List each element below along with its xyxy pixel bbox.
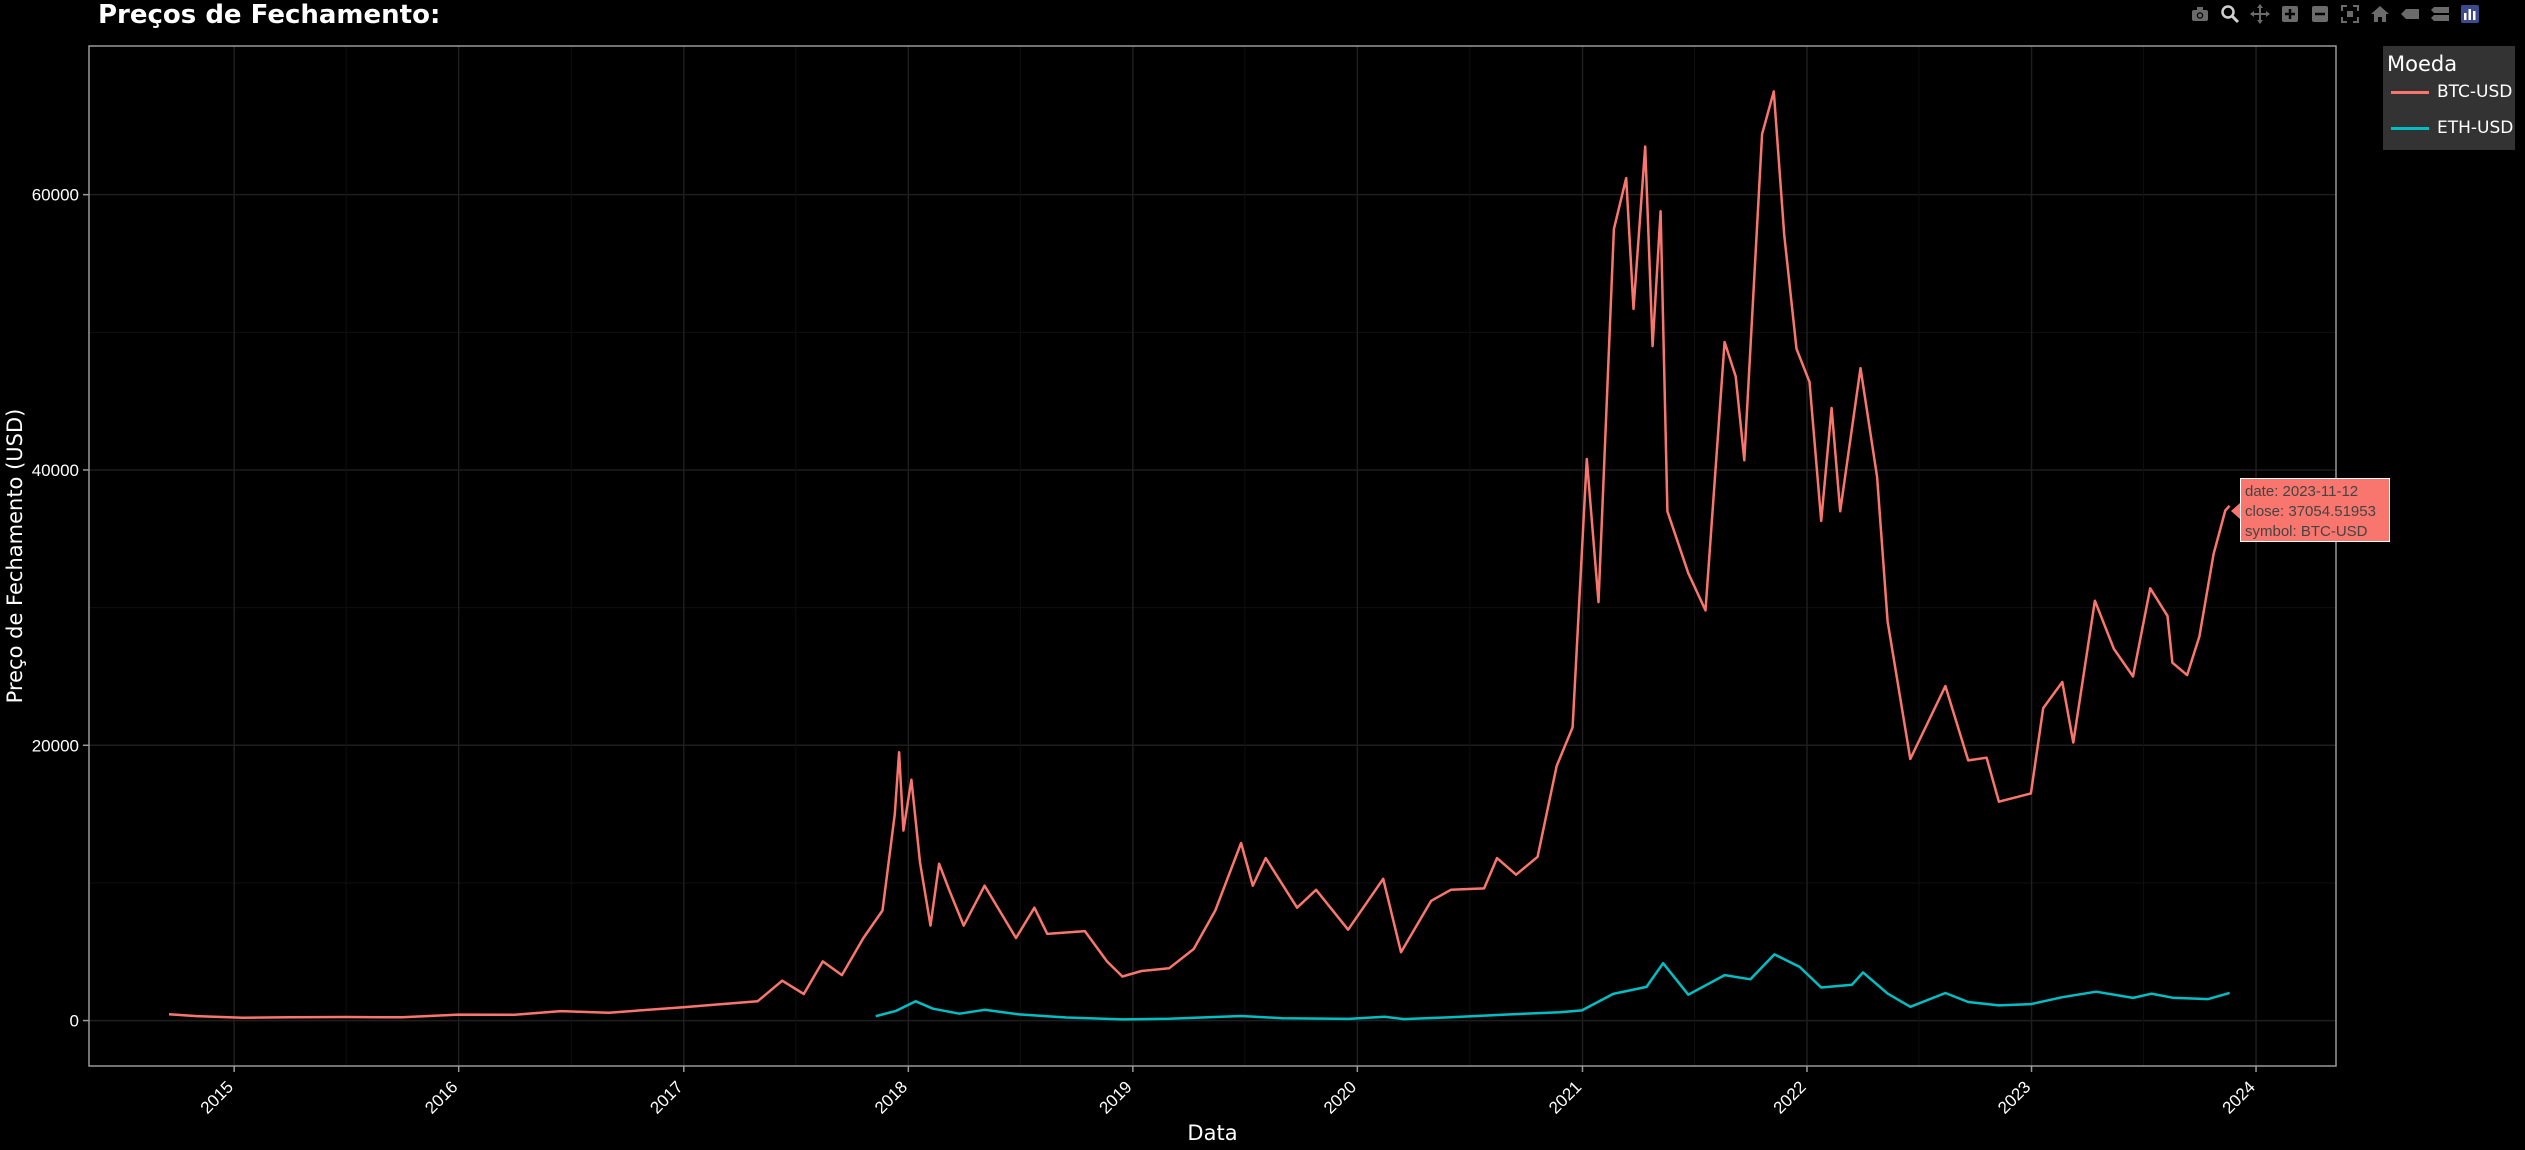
y-tick-label: 60000 — [32, 186, 79, 205]
camera-icon[interactable] — [2189, 3, 2211, 25]
x-tick-label: 2022 — [1770, 1077, 1810, 1117]
y-axis: 0 20000 40000 60000 — [32, 186, 89, 1031]
tooltip-symbol: symbol: BTC-USD — [2245, 523, 2368, 540]
zoom-out-icon[interactable] — [2309, 3, 2331, 25]
y-tick-label: 40000 — [32, 461, 79, 480]
autoscale-icon[interactable] — [2339, 3, 2361, 25]
x-tick-label: 2024 — [2219, 1077, 2259, 1117]
tooltip-close: close: 37054.51953 — [2245, 503, 2376, 520]
zoom-icon[interactable] — [2219, 3, 2241, 25]
hover-compare-icon[interactable] — [2429, 3, 2451, 25]
y-tick-label: 20000 — [32, 736, 79, 755]
legend-label-eth: ETH-USD — [2437, 118, 2514, 138]
legend: Moeda BTC-USD ETH-USD — [2383, 46, 2515, 150]
plot-frame — [88, 45, 2337, 1067]
pan-icon[interactable] — [2249, 3, 2271, 25]
x-tick-label: 2021 — [1545, 1077, 1585, 1117]
x-axis-title: Data — [1187, 1121, 1237, 1145]
modebar — [2185, 2, 2485, 26]
legend-swatch-eth — [2391, 126, 2429, 130]
legend-title: Moeda — [2387, 52, 2458, 76]
legend-item-btc[interactable]: BTC-USD — [2391, 82, 2512, 102]
legend-item-eth[interactable]: ETH-USD — [2391, 118, 2513, 138]
tooltip-date: date: 2023-11-12 — [2245, 483, 2359, 500]
series-line-btc[interactable] — [168, 90, 2231, 1019]
plotly-logo-icon[interactable] — [2459, 3, 2481, 25]
x-tick-label: 2019 — [1095, 1077, 1135, 1117]
tooltip-pointer — [2231, 503, 2240, 519]
x-tick-label: 2015 — [197, 1077, 237, 1117]
x-tick-label: 2018 — [871, 1077, 911, 1117]
legend-swatch-btc — [2391, 90, 2429, 94]
legend-label-btc: BTC-USD — [2437, 82, 2513, 102]
x-tick-label: 2016 — [421, 1077, 461, 1117]
hover-closest-icon[interactable] — [2399, 3, 2421, 25]
home-icon[interactable] — [2369, 3, 2391, 25]
gridlines — [89, 46, 2336, 1066]
y-axis-title: Preço de Fechamento (USD) — [3, 409, 27, 704]
x-tick-label: 2017 — [646, 1077, 686, 1117]
zoom-in-icon[interactable] — [2279, 3, 2301, 25]
series-layer — [168, 90, 2231, 1021]
hover-tooltip: date: 2023-11-12 close: 37054.51953 symb… — [2240, 478, 2390, 542]
series-line-eth[interactable] — [875, 953, 2230, 1021]
y-tick-label: 0 — [70, 1012, 79, 1031]
x-axis: 2015 2016 2017 2018 2019 2020 2021 2022 2023 2024 — [197, 1066, 2259, 1118]
x-tick-label: 2023 — [1994, 1077, 2034, 1117]
page-title: Preços de Fechamento: — [98, 0, 441, 30]
x-tick-label: 2020 — [1320, 1077, 1360, 1117]
